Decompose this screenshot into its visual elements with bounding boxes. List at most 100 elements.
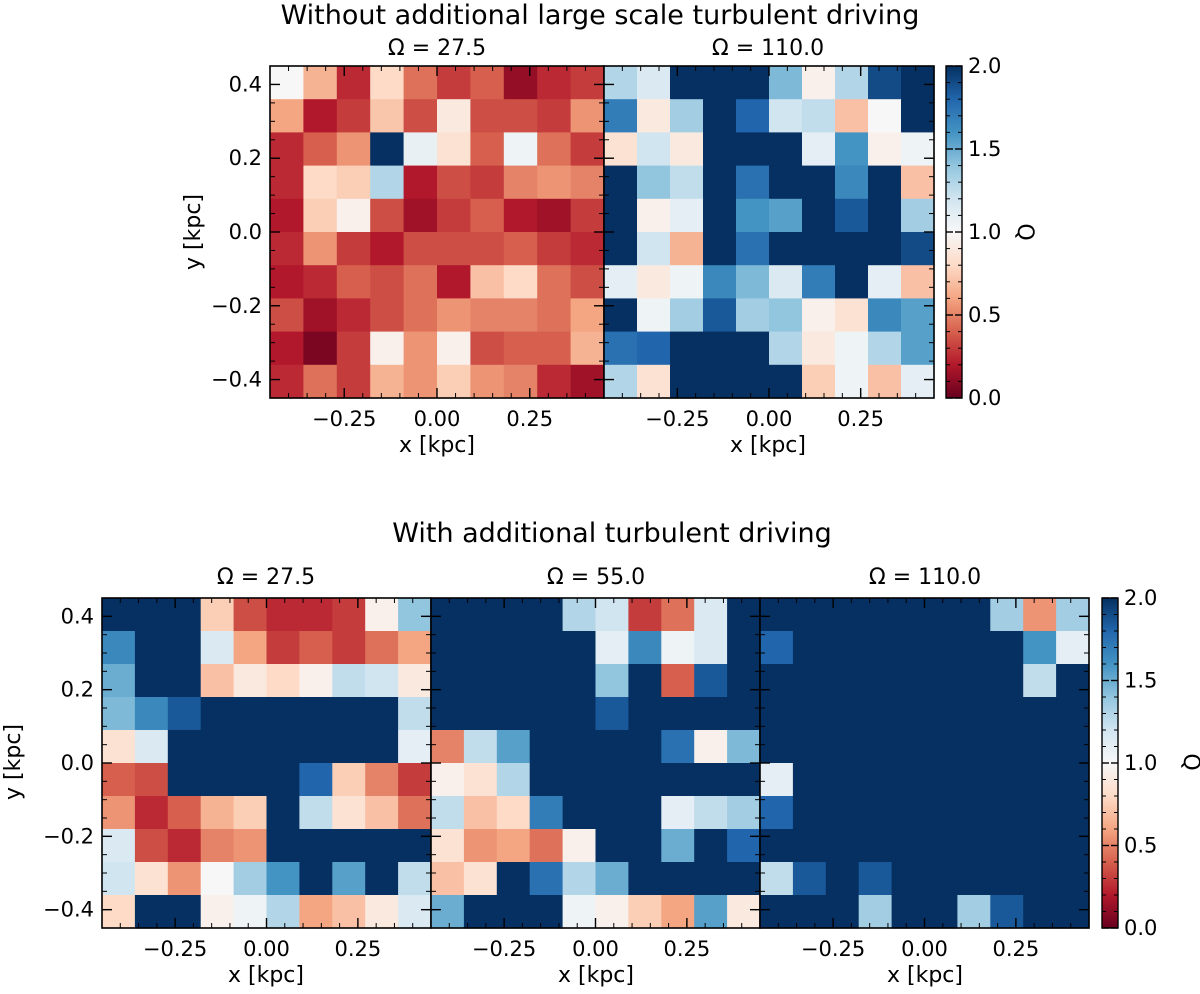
heatmap-cell (703, 364, 737, 399)
heatmap-cell (537, 265, 572, 299)
heatmap-cell (703, 331, 737, 366)
heatmap-cell (398, 598, 432, 632)
heatmap-cell (1056, 829, 1090, 863)
heatmap-cell (437, 99, 471, 133)
heatmap-cell (858, 598, 893, 632)
heatmap-cell (332, 895, 366, 929)
x-tick-label: 0.00 (243, 937, 290, 961)
y-tick-label: 0.4 (229, 72, 262, 96)
heatmap-cell (637, 265, 671, 299)
heatmap-cell (760, 730, 794, 764)
heatmap-cell (463, 664, 498, 698)
heatmap-cell (562, 598, 597, 632)
heatmap-cell (503, 66, 538, 100)
heatmap-cell (835, 165, 869, 200)
heatmap-cell (529, 730, 564, 764)
heatmap-cell (901, 66, 935, 100)
heatmap-cell (398, 829, 432, 863)
heatmap-cell (661, 598, 695, 632)
heatmap-cell (628, 796, 662, 830)
heatmap-cell (266, 829, 300, 863)
heatmap-cell (891, 763, 926, 797)
heatmap-cell (562, 796, 597, 830)
row-1-title: Without additional large scale turbulent… (281, 0, 920, 31)
heatmap-cell (470, 165, 505, 200)
heatmap-cell (703, 298, 737, 333)
heatmap-cell (760, 829, 794, 863)
heatmap-cell (365, 730, 399, 764)
x-tick-label: 0.25 (993, 937, 1040, 961)
heatmap-cell (792, 598, 827, 632)
heatmap-cell (604, 132, 638, 167)
heatmap-cell (868, 132, 902, 167)
heatmap-cell (233, 598, 268, 632)
heatmap-cell (200, 763, 235, 797)
heatmap-cell (233, 763, 268, 797)
heatmap-cell (303, 298, 338, 333)
heatmap-cell (336, 165, 371, 200)
heatmap-cell (901, 165, 935, 200)
heatmap-cell (670, 265, 704, 299)
heatmap-cell (529, 598, 564, 632)
heatmap-cell (134, 895, 169, 929)
x-tick-label: 0.25 (506, 407, 553, 431)
heatmap-cell (167, 763, 202, 797)
heatmap-cell (628, 631, 662, 665)
heatmap-cell (134, 598, 169, 632)
heatmap-cell (299, 829, 333, 863)
heatmap-cell (437, 331, 471, 366)
heatmap-cell (398, 895, 432, 929)
heatmap-cell (802, 364, 836, 399)
heatmap-cell (957, 862, 991, 896)
heatmap-cell (332, 862, 366, 896)
heatmap-cell (336, 364, 371, 399)
heatmap-cell (891, 862, 926, 896)
heatmap-cell (336, 132, 371, 167)
heatmap-cell (661, 730, 695, 764)
heatmap-cell (769, 198, 803, 233)
heatmap-cell (470, 132, 505, 167)
heatmap-cell (365, 598, 399, 632)
heatmap-cell (760, 697, 794, 731)
heatmap-cell (661, 664, 695, 698)
heatmap-cell (1056, 631, 1090, 665)
heatmap-cell (303, 165, 338, 200)
heatmap-cell (835, 364, 869, 399)
heatmap-cell (562, 730, 597, 764)
heatmap-cell (802, 165, 836, 200)
colorbar-top: 0.0 0.5 1.0 1.5 2.0 (945, 54, 1001, 410)
heatmap-cell (792, 796, 827, 830)
x-tick-label: 0.00 (572, 937, 619, 961)
heatmap-cell (332, 730, 366, 764)
heatmap-cell (270, 232, 304, 266)
heatmap-cell (529, 763, 564, 797)
heatmap-cell (924, 598, 958, 632)
heatmap-cell (736, 232, 770, 266)
heatmap-cell (266, 697, 300, 731)
heatmap-cell (727, 664, 761, 698)
heatmap-cell (437, 298, 471, 333)
heatmap-cell (835, 298, 869, 333)
heatmap-cell (233, 664, 268, 698)
heatmap-cell (736, 198, 770, 233)
heatmap-cell (1056, 895, 1090, 929)
heatmap-cell (661, 697, 695, 731)
heatmap-cell (167, 796, 202, 830)
heatmap-cell (134, 730, 169, 764)
heatmap-cell (134, 829, 169, 863)
heatmap-cell (270, 298, 304, 333)
heatmap-cell (957, 598, 991, 632)
heatmap-cell (792, 862, 827, 896)
heatmap-cell (637, 99, 671, 133)
heatmap-cell (901, 232, 935, 266)
heatmap-cell (470, 99, 505, 133)
x-tick-label: 0.00 (901, 937, 948, 961)
heatmap-cell (858, 895, 893, 929)
heatmap-cell (463, 829, 498, 863)
heatmap-cell (437, 198, 471, 233)
heatmap-cell (835, 232, 869, 266)
x-tick-label: −0.25 (312, 407, 376, 431)
heatmap-cell (670, 298, 704, 333)
y-axis-label-top: y [kpc] (181, 194, 206, 270)
heatmap-cell (769, 364, 803, 399)
